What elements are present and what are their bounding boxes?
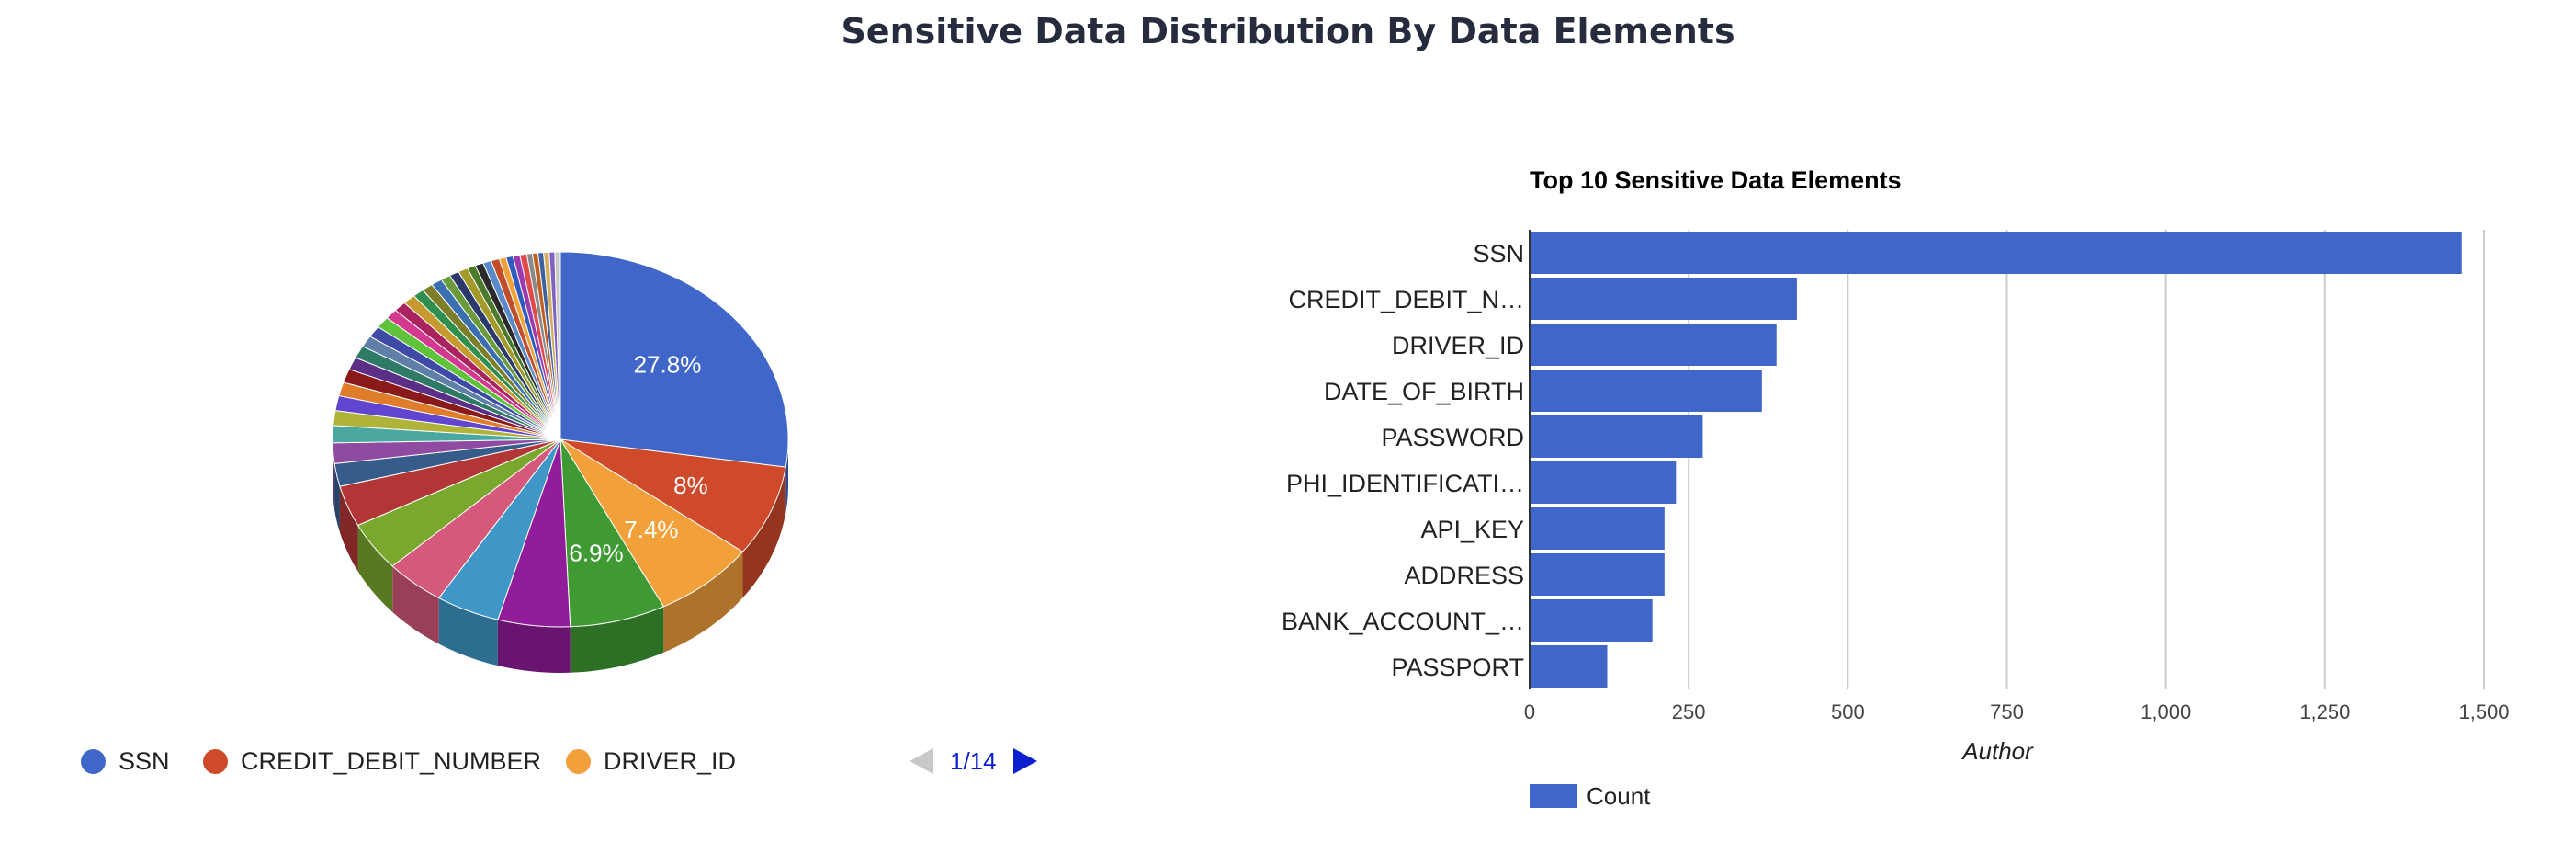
bar-tick-label: 1,250 <box>2299 700 2350 723</box>
pie-sides <box>333 439 788 673</box>
pie-legend-item-2[interactable]: DRIVER_ID <box>566 743 736 779</box>
pie-tops <box>332 251 789 628</box>
pie-slice-side <box>357 525 393 612</box>
pie-chart: 27.8% 8% 7.4%6.9% <box>332 251 789 673</box>
pie-slice-side <box>497 620 571 673</box>
bar-category-label: DRIVER_ID <box>1392 332 1524 359</box>
bar-tick-label: 250 <box>1672 700 1706 723</box>
legend-dot-icon <box>566 748 591 774</box>
pager-text: 1/14 <box>950 746 997 775</box>
bar-x-axis-label: Author <box>1960 737 2034 765</box>
pie-legend-label: SSN <box>119 746 170 775</box>
bar-tick-label: 500 <box>1831 700 1865 723</box>
pie-slice-side <box>785 439 788 514</box>
page-title: Sensitive Data Distribution By Data Elem… <box>841 11 1735 51</box>
pager-next-icon[interactable] <box>1012 748 1037 774</box>
pie-slice-side <box>570 606 664 673</box>
bar <box>1530 415 1703 458</box>
bar <box>1530 370 1762 412</box>
bar-tick-label: 0 <box>1524 700 1535 723</box>
pie-slice-side <box>333 442 335 510</box>
bar-category-label: PASSPORT <box>1391 654 1524 681</box>
pie-legend-label: CREDIT_DEBIT_NUMBER <box>241 746 542 775</box>
bar-category-label: CREDIT_DEBIT_N… <box>1288 286 1524 313</box>
bar-category-label: API_KEY <box>1420 516 1524 543</box>
pie-slice <box>559 251 789 468</box>
bar <box>1530 278 1797 320</box>
pie-slice <box>559 438 786 552</box>
pie-slice <box>554 251 561 440</box>
bar-category-label: BANK_ACCOUNT_… <box>1282 608 1524 635</box>
bar-category-label: SSN <box>1473 240 1524 267</box>
bar-legend-swatch <box>1530 784 1577 808</box>
legend-pager: 1/14 <box>910 743 1037 779</box>
bar <box>1530 507 1665 550</box>
legend-dot-icon <box>81 748 106 774</box>
pie-slice-label: 8% <box>673 472 708 499</box>
bar <box>1530 324 1777 366</box>
pie-legend-item-1[interactable]: CREDIT_DEBIT_NUMBER <box>203 743 541 779</box>
bar-category-label: DATE_OF_BIRTH <box>1324 378 1524 405</box>
bar-legend-label: Count <box>1587 782 1651 810</box>
bar-chart-title: Top 10 Sensitive Data Elements <box>1530 166 1902 194</box>
pie-slice-side <box>742 467 786 598</box>
pie-slice <box>559 438 665 628</box>
bar-tick-label: 1,500 <box>2458 700 2509 723</box>
bar-category-label: PHI_IDENTIFICATI… <box>1286 470 1524 497</box>
pie-slice-label: 6.9% <box>569 539 623 566</box>
bar <box>1530 232 2462 274</box>
pie-slice-side <box>334 463 340 533</box>
bar-tick-label: 750 <box>1990 700 2024 723</box>
bar-category-label: ADDRESS <box>1404 562 1524 589</box>
pie-slice-side <box>438 597 498 666</box>
pie-slice-side <box>392 565 439 644</box>
bar <box>1530 599 1653 642</box>
pie-slice-label: 27.8% <box>634 350 702 378</box>
pie-slice-side <box>663 552 743 653</box>
pie-slice-side <box>339 486 358 572</box>
pie-labels: 27.8% 8% 7.4%6.9% <box>569 350 707 566</box>
legend-dot-icon <box>203 748 228 774</box>
pie-legend-item-0[interactable]: SSN <box>81 743 170 779</box>
bar <box>1530 645 1608 688</box>
bar <box>1530 553 1665 596</box>
pie-slice-label: 7.4% <box>624 516 678 543</box>
pager-prev-icon[interactable] <box>910 748 933 774</box>
bar <box>1530 461 1677 504</box>
pie-legend-label: DRIVER_ID <box>604 746 737 775</box>
bar-tick-label: 1,000 <box>2141 700 2191 723</box>
bar-category-label: PASSWORD <box>1381 424 1524 451</box>
pie-slice <box>559 438 744 608</box>
